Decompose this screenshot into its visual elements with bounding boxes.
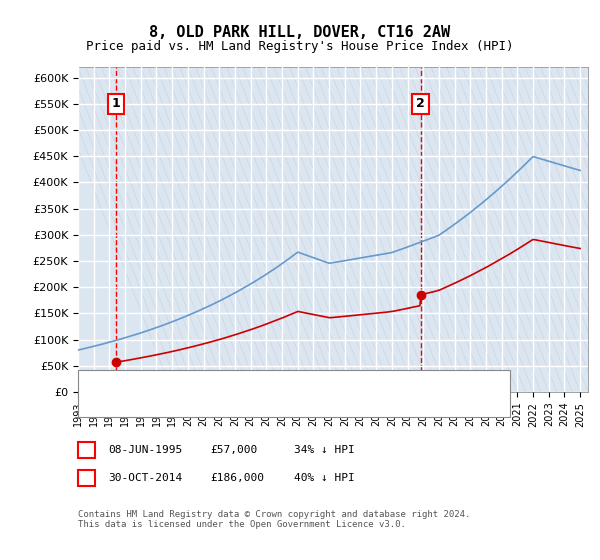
- Text: 8, OLD PARK HILL, DOVER, CT16 2AW (detached house): 8, OLD PARK HILL, DOVER, CT16 2AW (detac…: [123, 379, 436, 389]
- Text: 30-OCT-2014: 30-OCT-2014: [108, 473, 182, 483]
- Text: ——: ——: [93, 398, 121, 412]
- Text: 1: 1: [83, 443, 90, 456]
- Text: 2: 2: [416, 97, 425, 110]
- Text: 34% ↓ HPI: 34% ↓ HPI: [294, 445, 355, 455]
- Text: £186,000: £186,000: [210, 473, 264, 483]
- Text: ——: ——: [93, 377, 121, 391]
- Text: £57,000: £57,000: [210, 445, 257, 455]
- Text: 1: 1: [112, 97, 121, 110]
- Text: Price paid vs. HM Land Registry's House Price Index (HPI): Price paid vs. HM Land Registry's House …: [86, 40, 514, 53]
- Text: 40% ↓ HPI: 40% ↓ HPI: [294, 473, 355, 483]
- Text: Contains HM Land Registry data © Crown copyright and database right 2024.
This d: Contains HM Land Registry data © Crown c…: [78, 510, 470, 529]
- Text: 08-JUN-1995: 08-JUN-1995: [108, 445, 182, 455]
- Text: 8, OLD PARK HILL, DOVER, CT16 2AW: 8, OLD PARK HILL, DOVER, CT16 2AW: [149, 25, 451, 40]
- Text: HPI: Average price, detached house, Dover: HPI: Average price, detached house, Dove…: [123, 400, 379, 410]
- Text: 2: 2: [83, 471, 90, 484]
